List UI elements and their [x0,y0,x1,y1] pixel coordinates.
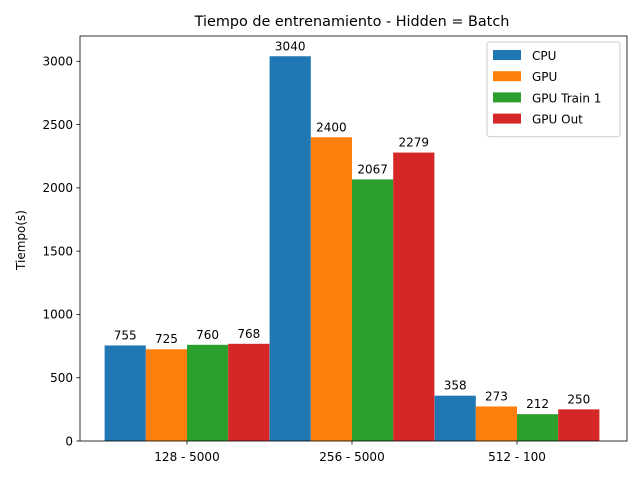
bar [558,409,600,441]
bar-value-label: 3040 [275,39,306,53]
chart-title: Tiempo de entrenamiento - Hidden = Batch [194,14,510,30]
legend-box [486,41,621,138]
bar [104,345,146,441]
x-tick-label: 256 - 5000 [319,450,384,464]
y-tick-label: 3000 [42,55,73,69]
y-tick-label: 0 [65,434,73,448]
legend-swatch [493,92,521,103]
bar-value-label: 760 [196,328,219,342]
legend-label: GPU Train 1 [532,91,601,105]
bar [269,56,311,441]
bar [393,152,435,441]
bar-value-label: 212 [526,397,549,411]
legend-label: CPU [532,49,556,63]
bar-value-label: 250 [567,392,590,406]
bar-value-label: 768 [237,327,260,341]
bar [517,414,559,441]
bar [475,406,517,441]
bar [352,179,394,441]
x-tick-label: 512 - 100 [488,450,546,464]
bar-value-label: 2400 [316,120,347,134]
legend-swatch [493,71,521,82]
y-tick-label: 1000 [42,308,73,322]
axes-frame [79,35,628,442]
x-tick-label: 128 - 5000 [154,450,219,464]
y-tick-label: 2000 [42,181,73,195]
bar-value-label: 755 [114,328,137,342]
y-tick-label: 1500 [42,244,73,258]
bar [434,395,476,441]
legend-label: GPU [532,70,557,84]
legend-swatch [493,50,521,60]
bar [228,343,270,441]
bar [310,137,352,441]
bar-value-label: 2279 [399,136,430,150]
y-tick-label: 500 [50,371,73,385]
bar [145,349,187,441]
bar-value-label: 725 [155,332,178,346]
bar-value-label: 358 [444,379,467,393]
bar-value-label: 2067 [357,162,388,176]
legend-label: GPU Out [532,113,583,127]
legend-swatch [493,113,521,124]
plot-area: 755 3040 358 725 2400 273 760 2067 212 768 2279 250… [42,35,628,464]
y-tick-label: 2500 [42,118,73,132]
y-axis-label: Tiempo(s) [14,210,28,271]
bar [187,344,229,441]
bar-value-label: 273 [485,389,508,403]
